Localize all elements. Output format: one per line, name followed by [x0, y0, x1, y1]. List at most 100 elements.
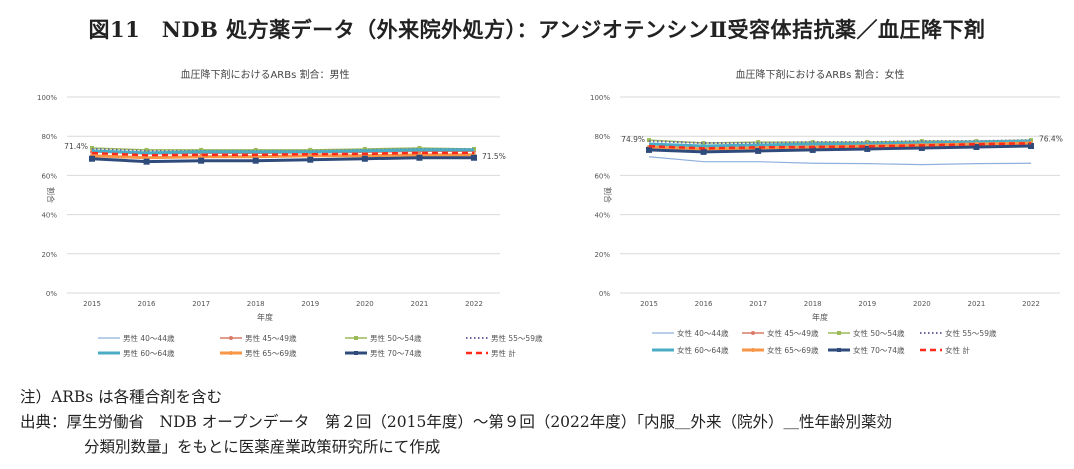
- x-tick-label: 2016: [695, 300, 713, 308]
- legend-label: 女性 計: [945, 345, 970, 355]
- data-label-end: 76.4%: [1039, 134, 1063, 143]
- x-tick-label: 2019: [301, 300, 319, 308]
- x-tick-label: 2018: [804, 300, 822, 308]
- legend-label: 女性 55～59歳: [945, 328, 997, 338]
- x-tick-label: 2015: [83, 300, 101, 308]
- x-axis-label: 年度: [812, 312, 828, 322]
- data-point: [144, 147, 149, 152]
- series-line: [648, 144, 1032, 154]
- data-point: [89, 155, 95, 162]
- y-tick-label: 100%: [37, 94, 57, 102]
- series-line: [648, 142, 1032, 150]
- y-tick-label: 40%: [41, 212, 57, 220]
- legend-marker: [837, 331, 841, 335]
- series-line: [91, 153, 474, 160]
- series-line: [91, 151, 474, 157]
- legend-label: 男性 40～44歳: [123, 333, 175, 343]
- data-point: [700, 148, 707, 155]
- data-point: [416, 154, 423, 161]
- data-point: [918, 144, 925, 151]
- data-label-start: 71.4%: [64, 142, 88, 151]
- x-tick-label: 2019: [858, 300, 876, 308]
- data-point: [253, 147, 258, 152]
- figure-title: 図11 NDB 処方薬データ（外来院外処方）：アンジオテンシンⅡ受容体拮抗薬／血…: [88, 17, 986, 42]
- legend-label: 男性 計: [491, 348, 516, 358]
- legend-marker: [354, 351, 358, 355]
- data-point: [646, 146, 652, 153]
- x-tick-label: 2017: [749, 300, 767, 308]
- x-tick-label: 2018: [247, 300, 265, 308]
- data-point: [755, 147, 762, 154]
- data-point: [471, 154, 477, 161]
- series-line: [648, 156, 1032, 166]
- legend-label: 女性 40～44歳: [677, 328, 729, 338]
- legend-marker: [751, 348, 755, 352]
- series-line: [91, 147, 475, 151]
- series-line: [91, 148, 474, 155]
- legend-label: 男性 45～49歳: [245, 333, 297, 343]
- legend-label: 女性 70～74歳: [853, 345, 905, 355]
- legend-marker: [229, 351, 233, 355]
- legend-label: 男性 60～64歳: [123, 348, 175, 358]
- series-line: [648, 139, 1032, 148]
- y-tick-label: 60%: [41, 172, 57, 180]
- data-label-start: 74.9%: [621, 135, 645, 144]
- data-point: [1028, 143, 1034, 149]
- data-point: [810, 140, 815, 145]
- legend-marker: [837, 348, 841, 352]
- data-point: [1029, 138, 1033, 143]
- y-tick-label: 80%: [41, 133, 57, 141]
- source-line-1: 出典：厚生労働省 NDB オープンデータ 第２回（2015年度）～第９回（202…: [20, 413, 893, 431]
- legend-label: 女性 45～49歳: [767, 328, 819, 338]
- data-point: [864, 145, 871, 152]
- data-point: [973, 143, 980, 150]
- chart-title: 血圧降下剤におけるARBs 割合：女性: [735, 68, 904, 81]
- x-tick-label: 2020: [913, 300, 931, 308]
- y-tick-label: 0%: [46, 290, 57, 298]
- data-point: [198, 157, 205, 164]
- y-tick-label: 20%: [41, 251, 57, 259]
- y-tick-label: 60%: [594, 172, 610, 180]
- data-point: [252, 157, 259, 164]
- legend-label: 男性 70～74歳: [370, 348, 422, 358]
- y-tick-label: 80%: [594, 133, 610, 141]
- data-point: [90, 145, 94, 150]
- y-axis-label: 割合: [603, 187, 613, 203]
- legend-label: 男性 50～54歳: [370, 333, 422, 343]
- x-tick-label: 2022: [465, 300, 483, 308]
- legend-label: 女性 60～64歳: [677, 345, 729, 355]
- data-point: [417, 145, 422, 150]
- legend-label: 男性 65～69歳: [245, 348, 297, 358]
- legend-marker: [354, 336, 358, 340]
- x-tick-label: 2021: [968, 300, 986, 308]
- legend-marker: [751, 331, 755, 335]
- y-tick-label: 40%: [594, 212, 610, 220]
- legend-label: 男性 55～59歳: [491, 333, 543, 343]
- y-axis-label: 割合: [46, 187, 56, 203]
- x-tick-label: 2021: [411, 300, 429, 308]
- legend-label: 女性 50～54歳: [853, 328, 905, 338]
- data-point: [361, 155, 368, 162]
- source-line-2: 分類別数量」をもとに医薬産業政策研究所にて作成: [84, 438, 441, 456]
- x-tick-label: 2022: [1022, 300, 1040, 308]
- chart-title: 血圧降下剤におけるARBs 割合：男性: [180, 68, 349, 81]
- series-line: [91, 156, 474, 164]
- y-tick-label: 0%: [599, 290, 610, 298]
- data-point: [143, 158, 150, 165]
- data-point: [701, 141, 706, 146]
- x-tick-label: 2015: [640, 300, 658, 308]
- x-tick-label: 2020: [356, 300, 374, 308]
- y-tick-label: 20%: [594, 251, 610, 259]
- note: 注）ARBs は各種合剤を含む: [20, 388, 223, 406]
- data-point: [307, 156, 314, 163]
- x-tick-label: 2017: [192, 300, 210, 308]
- data-point: [809, 146, 816, 153]
- y-tick-label: 100%: [590, 94, 610, 102]
- legend-label: 女性 65～69歳: [767, 345, 819, 355]
- data-point: [308, 147, 313, 152]
- data-label-end: 71.5%: [482, 152, 506, 161]
- legend-marker: [229, 336, 233, 340]
- data-point: [647, 138, 651, 143]
